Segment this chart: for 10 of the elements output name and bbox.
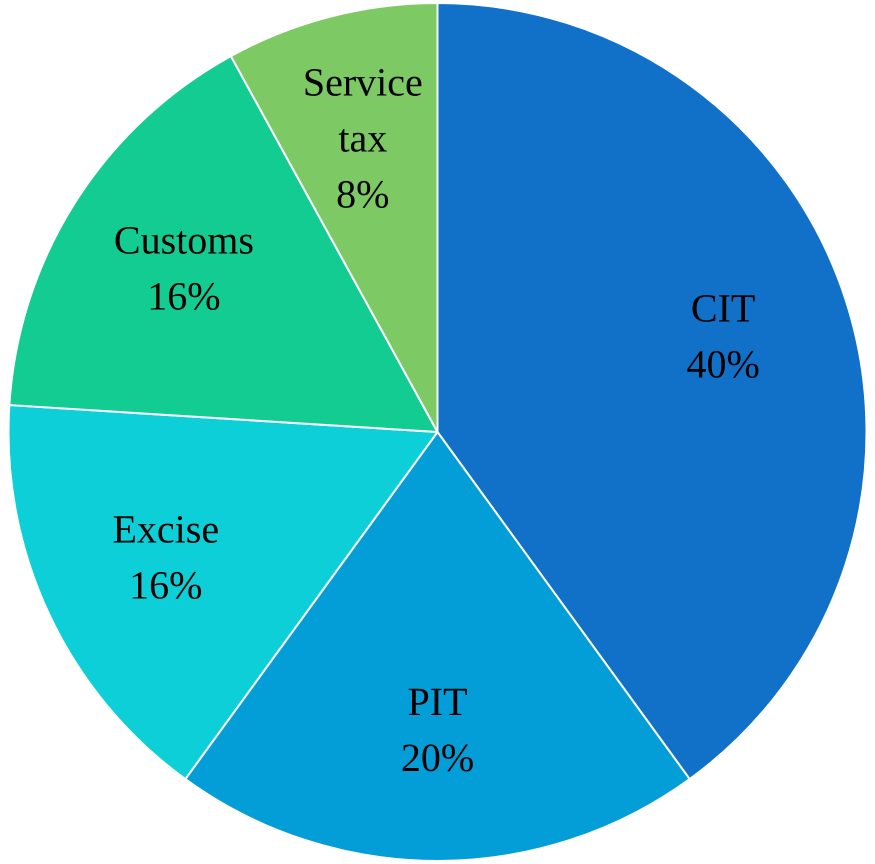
slice-label: Service tax: [302, 60, 423, 161]
slice-label: Customs: [114, 218, 254, 263]
data-label: 16%: [129, 562, 202, 608]
slice-label: Excise: [112, 506, 220, 552]
slice-label: PIT: [408, 678, 468, 724]
slice-label: CIT: [690, 286, 756, 331]
data-label: 20%: [400, 734, 474, 780]
data-label: 40%: [686, 342, 760, 387]
data-label: 16%: [147, 274, 221, 319]
data-label: 8%: [336, 172, 390, 217]
